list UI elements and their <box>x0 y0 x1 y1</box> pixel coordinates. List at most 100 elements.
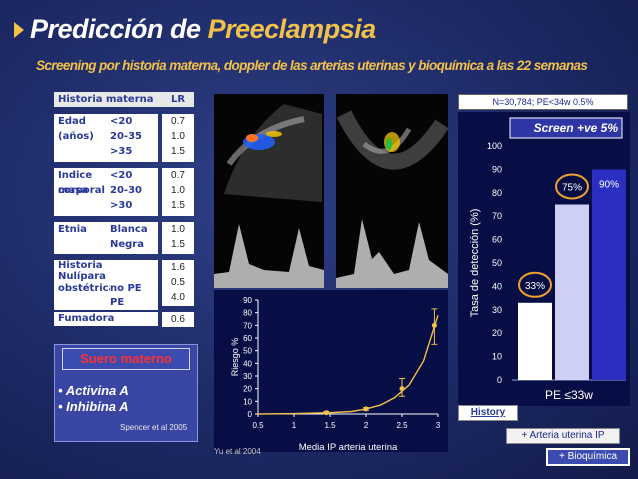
bar-y-tick-label: 0 <box>497 375 502 385</box>
lr-value: 1.0 <box>171 131 185 142</box>
serum-citation: Spencer et al 2005 <box>120 423 188 432</box>
risk-point <box>431 322 437 328</box>
risk-x-tick-label: 0.5 <box>252 421 264 430</box>
ultrasound-images <box>214 94 448 204</box>
bar-y-tick-label: 60 <box>492 235 502 245</box>
row-label-line: obstétrica <box>58 283 116 294</box>
bar-label-circle <box>555 173 589 200</box>
bar-x-axis-label: PE ≤33w <box>545 388 593 402</box>
row-label-line: Fumadora <box>58 313 115 324</box>
bar-y-tick-label: 40 <box>492 281 502 291</box>
lr-value: 1.6 <box>171 262 185 273</box>
row-sub-line <box>110 260 158 271</box>
risk-y-tick-label: 30 <box>243 372 252 381</box>
table-row-sub: <20 20-30 >30 <box>110 168 158 216</box>
serum-item: • Activina A <box>58 383 129 398</box>
risk-point <box>363 406 369 412</box>
lr-value: 4.0 <box>171 292 185 303</box>
risk-y-tick-label: 90 <box>243 296 252 305</box>
risk-chart-background <box>214 290 448 452</box>
table-row-label: Indice masa corporal <box>54 168 114 216</box>
risk-y-tick-label: 40 <box>243 359 252 368</box>
study-note: N=30,784; PE<34w 0.5% <box>458 94 628 110</box>
risk-point <box>399 386 405 392</box>
serum-item-text: Activina A <box>65 383 129 398</box>
risk-y-axis-label: Riesgo % <box>230 338 240 377</box>
risk-y-tick-label: 0 <box>248 410 253 419</box>
risk-y-tick-label: 20 <box>243 385 252 394</box>
bar-value-label: 75% <box>562 183 582 194</box>
lr-value: 1.5 <box>171 200 185 211</box>
table-row-label: Historia Nulípara obstétrica <box>54 260 116 310</box>
bar <box>592 169 626 380</box>
risk-y-tick-label: 60 <box>243 334 252 343</box>
doppler-citation: Yu et al 2004 <box>214 447 261 456</box>
row-sub-line: Blanca <box>110 224 148 235</box>
bar-y-tick-label: 10 <box>492 352 502 362</box>
table-row-sub: no PE PE <box>110 260 158 310</box>
lr-value: 0.6 <box>171 314 185 325</box>
row-sub-line: no PE <box>110 283 142 294</box>
row-sub-line: >35 <box>110 146 133 157</box>
row-sub-line: PE <box>110 297 125 308</box>
bar-y-tick-label: 80 <box>492 188 502 198</box>
table-header-label: Historia materna <box>54 92 162 107</box>
table-row-label: Etnia <box>54 222 114 254</box>
risk-x-tick-label: 2.5 <box>396 421 408 430</box>
row-label-line: Indice masa <box>58 170 93 196</box>
table-row-sub: Blanca Negra <box>110 222 158 254</box>
bar-y-tick-label: 20 <box>492 328 502 338</box>
table-row-lr: 1.6 0.5 4.0 <box>162 260 194 306</box>
row-sub-line <box>110 271 158 282</box>
bar-chart-title-box <box>509 117 623 139</box>
risk-x-tick-label: 1 <box>292 421 297 430</box>
table-header-lr: LR <box>162 92 194 107</box>
row-sub-line: >30 <box>110 200 133 211</box>
bar-label-circle <box>518 271 552 298</box>
page-subtitle: Screening por historia materna, doppler … <box>36 58 588 73</box>
row-sub-line: <20 <box>110 170 133 181</box>
risk-y-tick-label: 70 <box>243 321 252 330</box>
table-row-lr: 0.7 1.0 1.5 <box>162 168 194 216</box>
risk-y-tick-label: 80 <box>243 309 252 318</box>
risk-x-axis-label: Media IP arteria uterina <box>299 442 398 452</box>
lr-value: 0.7 <box>171 116 185 127</box>
lr-value: 0.5 <box>171 277 185 288</box>
risk-fit-curve <box>257 314 439 415</box>
bar-value-label: 33% <box>525 281 545 292</box>
bar-y-tick-label: 30 <box>492 305 502 315</box>
doppler-waveforms <box>214 204 448 288</box>
legend-history[interactable]: History <box>458 405 518 421</box>
legend-bioquimica[interactable]: + Bioquímica <box>546 448 630 466</box>
title-part2: Preeclampsia <box>207 14 377 44</box>
serum-item: • Inhibina A <box>58 399 129 414</box>
lr-value: 1.5 <box>171 146 185 157</box>
lr-value: 1.0 <box>171 185 185 196</box>
title-part1: Predicción de <box>30 14 208 44</box>
lr-value: 1.5 <box>171 239 185 250</box>
risk-x-tick-label: 2 <box>364 421 369 430</box>
lr-value: 0.7 <box>171 170 185 181</box>
row-label-line: Nulípara <box>58 271 106 282</box>
row-sub-line: 20-35 <box>110 131 142 142</box>
bar-y-tick-label: 90 <box>492 164 502 174</box>
risk-y-tick-label: 10 <box>243 397 252 406</box>
row-label-line: Etnia <box>58 224 87 235</box>
table-row-label: Fumadora <box>54 312 158 326</box>
legend-arteria-uterina[interactable]: + Arteria uterina IP <box>506 428 620 444</box>
table-row-lr: 0.7 1.0 1.5 <box>162 114 194 162</box>
bar <box>555 204 589 380</box>
detection-bar-chart: Screen +ve 5% 0 10 20 30 40 50 60 70 80 90 100 33%… <box>458 112 630 406</box>
bar <box>518 302 552 380</box>
row-sub-line: <20 <box>110 116 133 127</box>
serum-item-text: Inhibina A <box>66 399 129 414</box>
serum-title: Suero materno <box>62 348 190 370</box>
bar-y-axis-label: Tasa de detección (%) <box>469 209 481 318</box>
row-label-line: corporal <box>58 185 105 196</box>
table-row-lr: 1.0 1.5 <box>162 222 194 254</box>
lr-value: 1.0 <box>171 224 185 235</box>
bar-chart-title: Screen +ve 5% <box>534 121 619 135</box>
page-title: Predicción de Preeclampsia <box>30 14 376 45</box>
bar-y-tick-label: 50 <box>492 258 502 268</box>
title-arrow-icon <box>14 22 24 38</box>
